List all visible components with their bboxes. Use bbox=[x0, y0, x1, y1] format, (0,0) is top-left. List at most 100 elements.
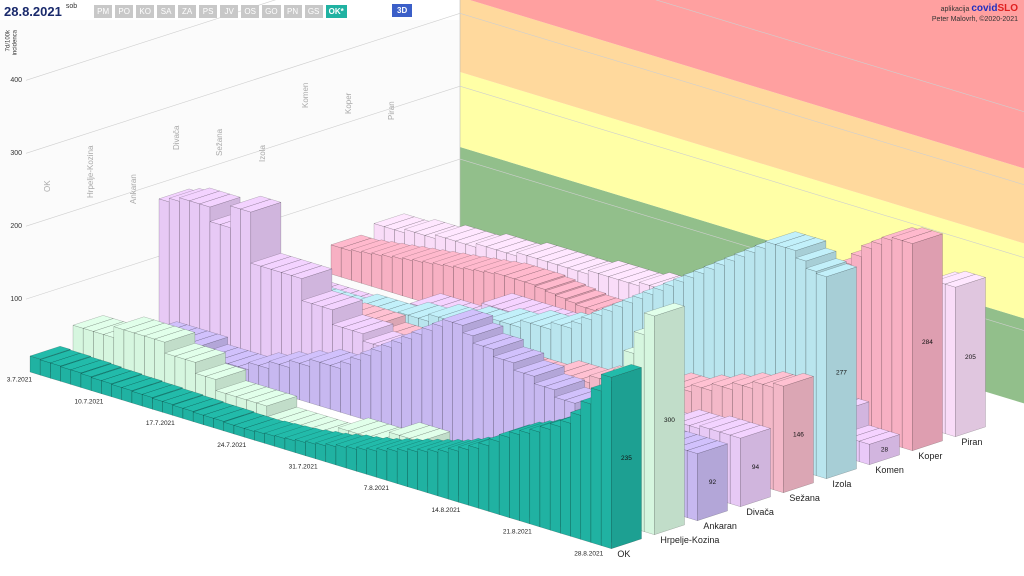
value-label: 146 bbox=[793, 431, 804, 438]
bar-top bbox=[772, 373, 815, 387]
bar-front bbox=[412, 259, 423, 303]
bar-top bbox=[643, 302, 686, 317]
bar-top bbox=[321, 296, 364, 311]
bar-front bbox=[427, 448, 439, 497]
bar-front bbox=[397, 448, 408, 487]
bar-front bbox=[29, 355, 41, 376]
bar-top bbox=[524, 271, 566, 286]
row-label: Piran bbox=[961, 437, 982, 447]
value-label: 277 bbox=[836, 370, 847, 377]
region-button[interactable]: GO bbox=[262, 4, 281, 18]
bar bbox=[858, 431, 901, 465]
bar-top bbox=[153, 329, 196, 343]
row-label-back: Sežana bbox=[215, 128, 224, 156]
app-name-1: covid bbox=[971, 3, 998, 14]
bar-top bbox=[199, 193, 241, 208]
bar bbox=[944, 274, 987, 437]
region-button[interactable]: PS bbox=[199, 4, 218, 18]
region-button[interactable]: PN bbox=[283, 4, 302, 18]
bar-front bbox=[230, 205, 241, 356]
bar-front bbox=[350, 356, 361, 419]
bar-top bbox=[564, 290, 607, 304]
x-tick-label: 24.7.2021 bbox=[217, 442, 246, 449]
bar-top bbox=[815, 263, 858, 277]
bar-front bbox=[509, 431, 520, 522]
bar-top bbox=[901, 230, 944, 244]
x-tick-label: 28.8.2021 bbox=[574, 550, 603, 557]
bar-top bbox=[121, 377, 163, 391]
row-label-back: OK bbox=[43, 180, 52, 192]
row-label-back: Komen bbox=[301, 83, 310, 108]
bar-front bbox=[644, 312, 655, 535]
bar-top bbox=[239, 198, 282, 213]
row-label-back: Piran bbox=[387, 101, 396, 120]
bar-front bbox=[289, 359, 300, 401]
bar-top bbox=[544, 280, 587, 295]
region-button[interactable]: ZA bbox=[178, 4, 197, 18]
value-label: 92 bbox=[709, 479, 717, 486]
header: 28.8.2021 sob PM PO KO SA ZA PS JV OS GO PN GS OK* bbox=[4, 3, 347, 19]
bar-front bbox=[499, 434, 510, 518]
region-button[interactable]: KO bbox=[136, 4, 155, 18]
value-label: 205 bbox=[965, 354, 976, 361]
region-button[interactable]: PM bbox=[94, 4, 113, 18]
value-label: 235 bbox=[621, 455, 632, 462]
value-label: 284 bbox=[922, 339, 933, 346]
bar-front bbox=[452, 322, 463, 450]
bar-front bbox=[371, 252, 383, 290]
app-name: covidSLO bbox=[971, 3, 1018, 14]
region-button[interactable]: SA bbox=[157, 4, 176, 18]
region-button[interactable]: OK* bbox=[325, 4, 347, 18]
bar-front bbox=[519, 430, 530, 525]
bar-top bbox=[255, 392, 298, 407]
app-name-2: SLO bbox=[997, 3, 1018, 14]
bar-front bbox=[421, 327, 433, 441]
bar-front bbox=[859, 440, 870, 465]
value-label: 300 bbox=[664, 417, 675, 424]
row-label: Komen bbox=[875, 465, 904, 475]
bar-front bbox=[319, 362, 331, 410]
bar bbox=[600, 364, 643, 549]
threshold-band bbox=[460, 0, 1024, 244]
bar-front bbox=[468, 445, 479, 509]
row-label-back: Izola bbox=[258, 145, 267, 162]
threshold-band bbox=[469, 0, 1024, 169]
bar-front bbox=[392, 255, 403, 296]
bar-top bbox=[805, 258, 847, 272]
bar-top bbox=[858, 431, 901, 445]
region-button[interactable]: GS bbox=[304, 4, 323, 18]
bar-front bbox=[381, 344, 392, 428]
region-button[interactable]: OS bbox=[241, 4, 260, 18]
bar-top bbox=[686, 440, 729, 454]
bar-front bbox=[325, 443, 337, 466]
bar-front bbox=[250, 262, 262, 362]
bar-top bbox=[161, 391, 204, 405]
region-button[interactable]: PO bbox=[115, 4, 134, 18]
bar-front bbox=[945, 283, 956, 437]
bar-top bbox=[534, 276, 576, 290]
view-button[interactable]: 3D bbox=[392, 4, 413, 17]
bar-front bbox=[189, 200, 201, 343]
bar-top bbox=[100, 370, 143, 384]
x-tick-label: 7.8.2021 bbox=[364, 485, 390, 492]
region-button[interactable]: JV bbox=[220, 4, 239, 18]
bar-front bbox=[478, 442, 490, 512]
bar-front bbox=[570, 412, 581, 540]
row-label: Sežana bbox=[789, 493, 820, 503]
bar bbox=[901, 230, 944, 451]
value-label: 28 bbox=[881, 446, 889, 453]
region-buttons: PM PO KO SA ZA PS JV OS GO PN GS OK* bbox=[94, 4, 347, 18]
author: Peter Malovrh, ©2020-2021 bbox=[931, 16, 1018, 23]
bar-front bbox=[260, 265, 272, 365]
bar-top bbox=[543, 376, 586, 391]
y-axis-label: incidenca bbox=[13, 29, 19, 55]
bar-front bbox=[370, 348, 382, 425]
bar-front bbox=[341, 247, 352, 281]
row-label-back: Hrpelje-Kozina bbox=[86, 145, 95, 198]
bar-top bbox=[462, 322, 504, 337]
bar-front bbox=[407, 448, 418, 491]
bar-front bbox=[158, 198, 170, 334]
y-tick-label: 100 bbox=[10, 296, 22, 303]
bar-front bbox=[458, 446, 469, 506]
